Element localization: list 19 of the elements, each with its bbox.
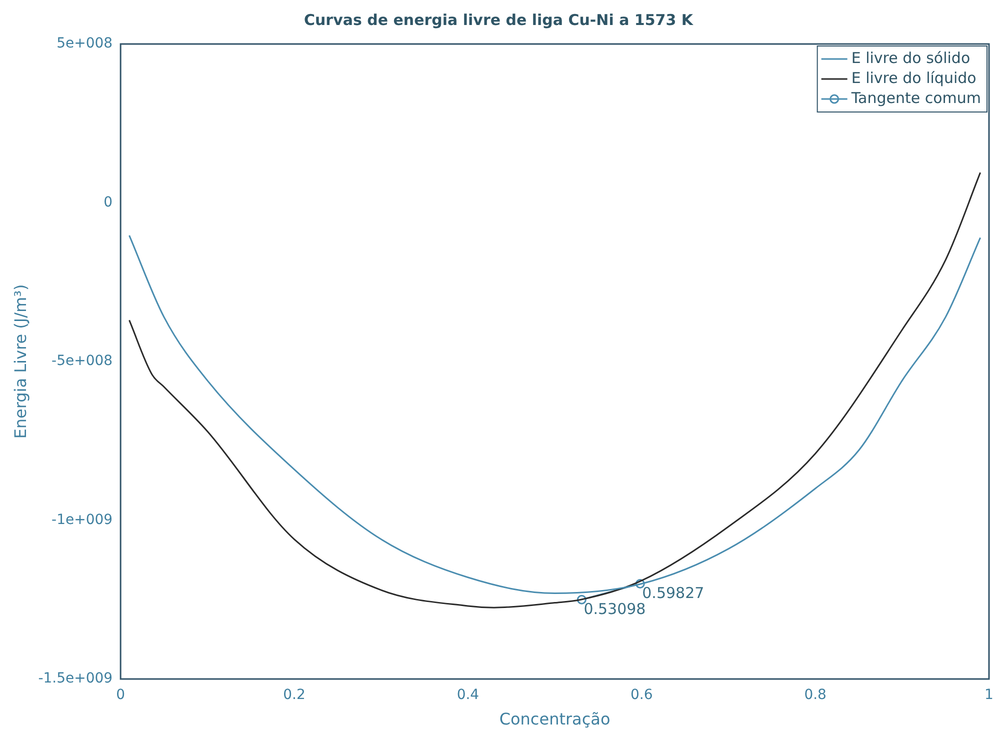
chart-title: Curvas de energia livre de liga Cu-Ni a 1573 K xyxy=(304,10,694,29)
y-tick-label: -1e+009 xyxy=(52,512,113,528)
x-tick-label: 0 xyxy=(116,687,126,704)
annotation: 0.59827 xyxy=(642,584,704,602)
annotation: 0.53098 xyxy=(584,600,646,618)
y-tick-label: -1.5e+009 xyxy=(38,670,113,687)
x-tick-label: 1 xyxy=(984,687,994,704)
y-tick-label: 0 xyxy=(104,194,113,210)
x-tick-label: 0.6 xyxy=(630,687,653,704)
y-tick-label: 5e+008 xyxy=(56,36,113,52)
legend-label: Tangente comum xyxy=(850,88,982,107)
x-tick-label: 0.4 xyxy=(456,687,480,704)
legend-label: E livre do sólido xyxy=(851,48,970,67)
x-tick-label: 0.8 xyxy=(804,687,826,704)
legend-label: E livre do líquido xyxy=(851,68,976,87)
x-tick-label: 0.2 xyxy=(283,687,306,704)
y-tick-label: -5e+008 xyxy=(52,353,113,370)
x-axis-title: Concentração xyxy=(499,710,610,729)
y-axis-title: Energia Livre (J/m³) xyxy=(10,284,30,439)
